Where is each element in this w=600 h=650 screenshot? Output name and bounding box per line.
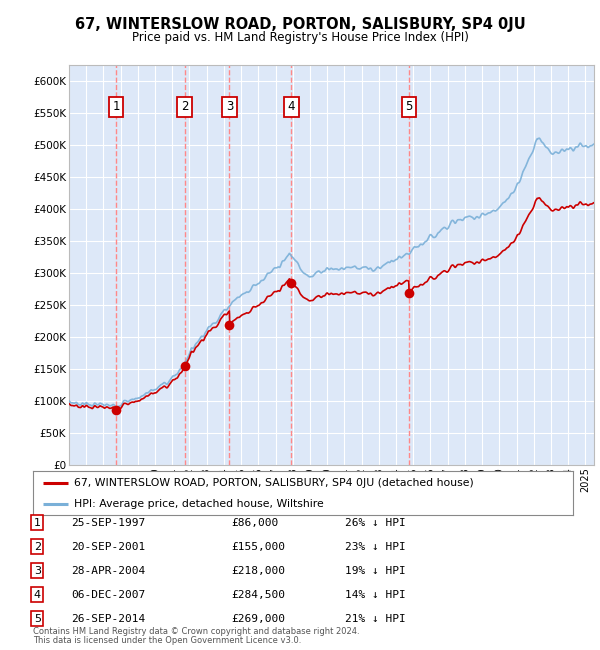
Text: £86,000: £86,000 [231, 517, 278, 528]
Text: £155,000: £155,000 [231, 541, 285, 552]
Text: 25-SEP-1997: 25-SEP-1997 [71, 517, 145, 528]
Text: 4: 4 [34, 590, 41, 600]
Text: 3: 3 [226, 100, 233, 113]
Text: 2: 2 [181, 100, 188, 113]
Text: Price paid vs. HM Land Registry's House Price Index (HPI): Price paid vs. HM Land Registry's House … [131, 31, 469, 44]
Text: 19% ↓ HPI: 19% ↓ HPI [345, 566, 406, 576]
Text: 26-SEP-2014: 26-SEP-2014 [71, 614, 145, 624]
Text: 1: 1 [34, 517, 41, 528]
Text: £284,500: £284,500 [231, 590, 285, 600]
Text: HPI: Average price, detached house, Wiltshire: HPI: Average price, detached house, Wilt… [74, 499, 323, 509]
Text: 26% ↓ HPI: 26% ↓ HPI [345, 517, 406, 528]
Text: 2: 2 [34, 541, 41, 552]
Text: £218,000: £218,000 [231, 566, 285, 576]
Text: 1: 1 [112, 100, 120, 113]
Text: 23% ↓ HPI: 23% ↓ HPI [345, 541, 406, 552]
Text: This data is licensed under the Open Government Licence v3.0.: This data is licensed under the Open Gov… [33, 636, 301, 645]
Text: 20-SEP-2001: 20-SEP-2001 [71, 541, 145, 552]
Text: 5: 5 [405, 100, 412, 113]
Text: £269,000: £269,000 [231, 614, 285, 624]
Text: 4: 4 [287, 100, 295, 113]
Text: Contains HM Land Registry data © Crown copyright and database right 2024.: Contains HM Land Registry data © Crown c… [33, 627, 359, 636]
Text: 5: 5 [34, 614, 41, 624]
Text: 67, WINTERSLOW ROAD, PORTON, SALISBURY, SP4 0JU (detached house): 67, WINTERSLOW ROAD, PORTON, SALISBURY, … [74, 478, 473, 488]
Text: 3: 3 [34, 566, 41, 576]
Text: 21% ↓ HPI: 21% ↓ HPI [345, 614, 406, 624]
Text: 67, WINTERSLOW ROAD, PORTON, SALISBURY, SP4 0JU: 67, WINTERSLOW ROAD, PORTON, SALISBURY, … [74, 17, 526, 32]
Text: 06-DEC-2007: 06-DEC-2007 [71, 590, 145, 600]
Text: 28-APR-2004: 28-APR-2004 [71, 566, 145, 576]
Text: 14% ↓ HPI: 14% ↓ HPI [345, 590, 406, 600]
